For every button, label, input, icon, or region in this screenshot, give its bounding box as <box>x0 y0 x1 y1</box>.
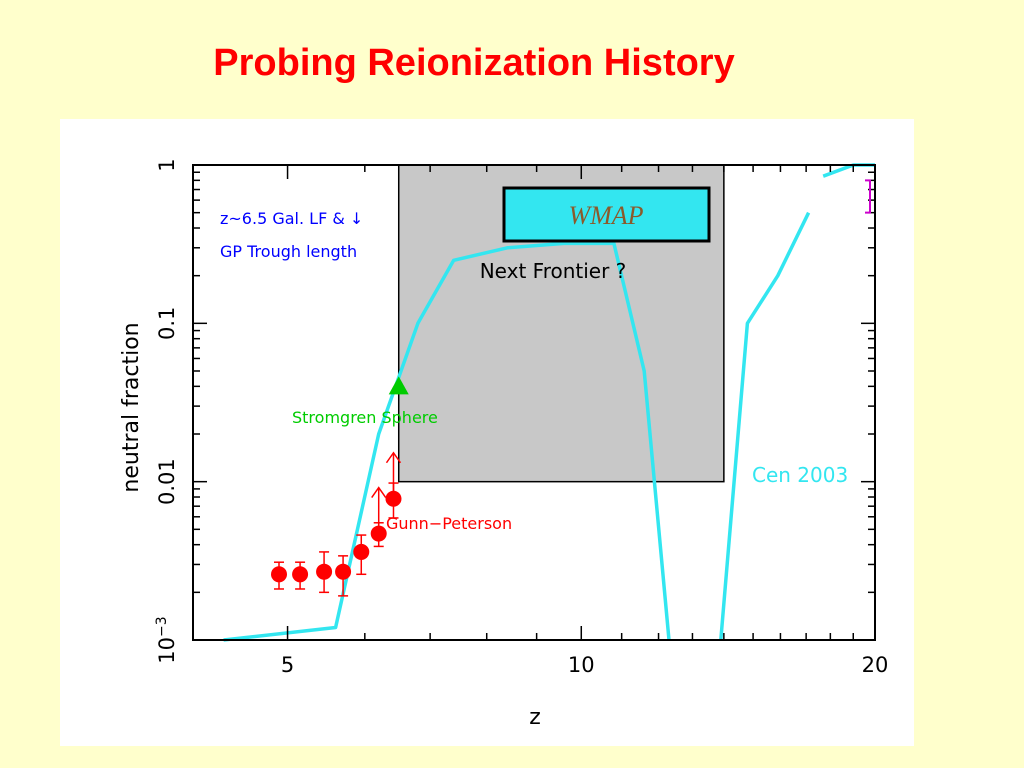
stromgren-marker <box>388 376 409 395</box>
x-axis-label: z <box>529 705 541 730</box>
gp-lower-limit-arrowhead <box>385 451 402 464</box>
gp-point <box>335 563 352 580</box>
x-tick-label: 5 <box>281 653 294 677</box>
y-tick-exponent: −3 <box>154 616 170 637</box>
x-tick-label: 10 <box>568 653 595 677</box>
y-tick-label: 0.1 <box>155 307 179 340</box>
y-tick-label: 10−3 <box>154 616 179 663</box>
wmap-box <box>502 186 711 243</box>
gp-point <box>353 543 370 560</box>
wmap-bracket <box>865 179 871 214</box>
gp-point <box>270 566 287 583</box>
gp-label: Gunn−Peterson <box>386 514 512 533</box>
plot-frame <box>192 164 876 641</box>
x-tick-label: 20 <box>862 653 889 677</box>
gp-trough-label: GP Trough length <box>220 242 357 261</box>
chart-annotations: Next Frontier ? WMAP Cen 2003 z~6.5 Gal. LF… <box>220 179 871 533</box>
wmap-label: WMAP <box>568 201 643 230</box>
y-tick-label: 0.01 <box>155 458 179 505</box>
gp-point <box>316 563 333 580</box>
plot-axes: 5 10 20 1 0.1 0.01 10−3 z neutral fraction <box>119 158 888 730</box>
model-label: Cen 2003 <box>752 463 848 487</box>
gp-lower-limit-arrowhead <box>371 486 387 499</box>
model-curve-segment-1 <box>223 241 671 642</box>
y-tick-label: 1 <box>155 158 179 171</box>
next-frontier-label: Next Frontier ? <box>480 259 627 283</box>
slide-title: Probing Reionization History <box>213 42 735 84</box>
galaxy-lf-label: z~6.5 Gal. LF & ↓ <box>220 209 363 228</box>
stromgren-label: Stromgren Sphere <box>292 408 438 427</box>
gunn-peterson-points <box>270 376 409 597</box>
y-axis-label: neutral fraction <box>119 322 144 492</box>
model-curve-segment-2 <box>719 211 811 641</box>
gp-point <box>292 566 309 583</box>
